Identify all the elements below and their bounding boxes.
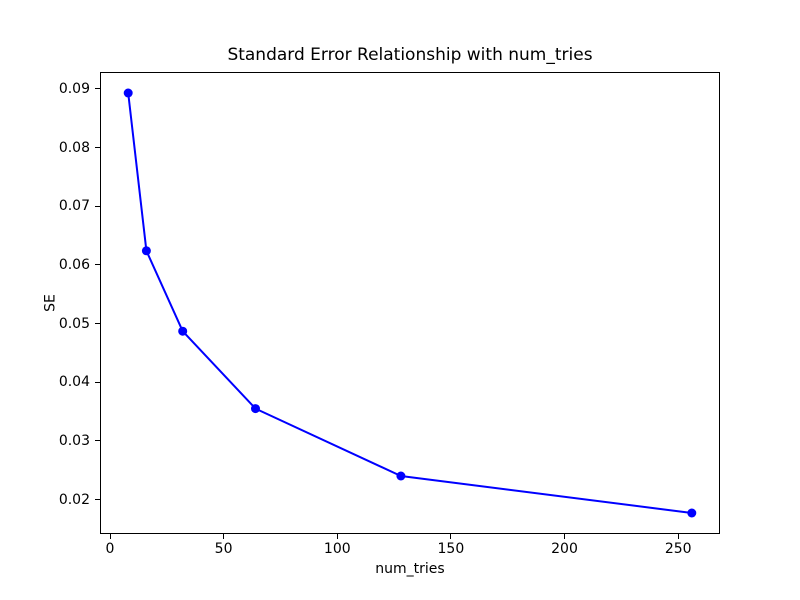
x-tick-mark [336, 534, 338, 539]
y-tick-mark [95, 264, 100, 266]
y-tick-label: 0.09 [58, 80, 90, 97]
x-tick-label: 50 [214, 541, 233, 557]
chart-title: Standard Error Relationship with num_tri… [227, 45, 593, 65]
y-tick-mark [95, 440, 100, 442]
y-tick-mark [95, 323, 100, 324]
x-tick-mark [677, 534, 679, 539]
y-tick-mark [95, 147, 100, 149]
y-tick-label: 0.03 [58, 432, 90, 449]
data-point [123, 88, 133, 98]
y-tick-label: 0.02 [58, 491, 90, 508]
x-tick-mark [109, 534, 111, 539]
x-axis-label: num_tries [375, 561, 445, 577]
y-tick-label: 0.08 [58, 139, 90, 156]
plot-border [100, 72, 720, 534]
x-tick-mark [450, 534, 452, 539]
y-tick-mark [95, 205, 100, 207]
line-series [127, 92, 692, 514]
plot-canvas [100, 72, 720, 534]
y-tick-label: 0.04 [58, 374, 90, 391]
plot-area [100, 72, 720, 534]
y-tick-mark [95, 499, 100, 500]
y-tick-label: 0.07 [58, 198, 90, 215]
data-point [396, 471, 406, 481]
data-point [141, 246, 151, 256]
x-tick-mark [223, 534, 225, 539]
x-tick-label: 100 [323, 541, 351, 557]
data-point [178, 326, 188, 336]
y-tick-label: 0.05 [58, 315, 90, 332]
y-tick-label: 0.06 [58, 256, 90, 273]
y-tick-mark [95, 381, 100, 383]
y-tick-mark [95, 88, 100, 90]
x-tick-label: 150 [437, 541, 465, 557]
y-axis-label: SE [42, 294, 59, 312]
x-tick-label: 250 [664, 541, 692, 557]
data-point [687, 508, 697, 518]
x-tick-mark [564, 534, 565, 539]
x-tick-label: 0 [105, 541, 115, 557]
x-tick-label: 200 [551, 541, 578, 557]
data-point [251, 404, 260, 414]
